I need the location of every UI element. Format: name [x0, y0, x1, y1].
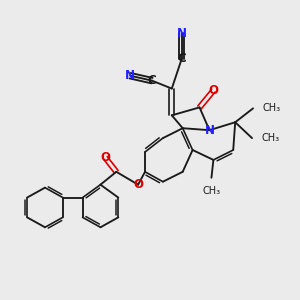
Text: CH₃: CH₃ [202, 186, 220, 196]
Text: O: O [208, 84, 218, 97]
Text: O: O [133, 178, 143, 191]
Text: N: N [204, 124, 214, 137]
Text: O: O [100, 152, 110, 164]
Text: C: C [148, 74, 156, 87]
Text: N: N [125, 69, 135, 82]
Text: CH₃: CH₃ [262, 133, 280, 143]
Text: C: C [177, 52, 186, 65]
Text: N: N [177, 27, 187, 40]
Text: CH₃: CH₃ [263, 103, 281, 113]
